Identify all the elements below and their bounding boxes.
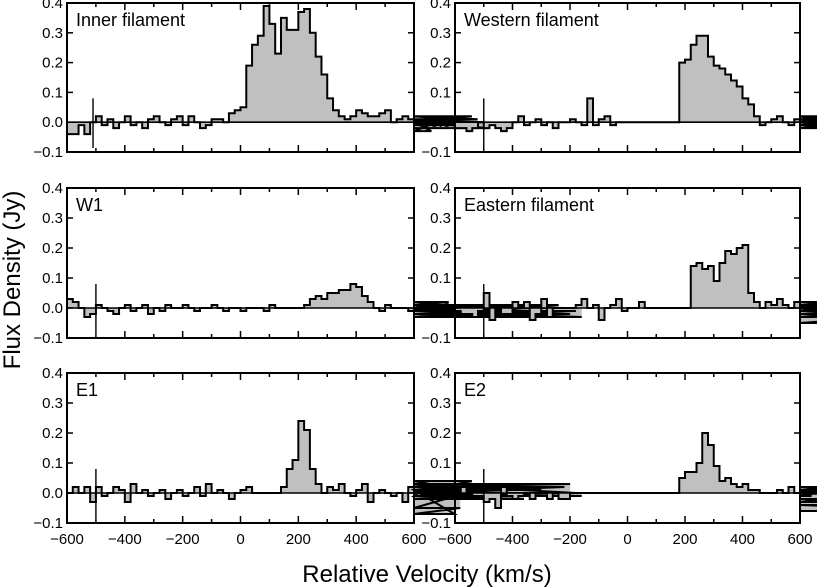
y-tick-label: 0.2 bbox=[42, 55, 63, 72]
y-tick-label: −0.1 bbox=[33, 515, 63, 532]
panel-title: Western filament bbox=[464, 10, 599, 30]
panel-title: E2 bbox=[464, 380, 486, 400]
y-tick-label: 0.4 bbox=[430, 365, 451, 382]
y-tick-label: 0.4 bbox=[430, 180, 451, 197]
histogram-fill bbox=[67, 421, 582, 514]
panel-frame bbox=[66, 372, 415, 524]
histogram-outline bbox=[455, 244, 817, 324]
y-tick-label: 0.0 bbox=[42, 114, 63, 131]
y-tick-label: 0.3 bbox=[430, 395, 451, 412]
y-tick-label: 0.4 bbox=[42, 0, 63, 12]
panel-title: Inner filament bbox=[76, 10, 185, 30]
y-tick-label: −0.1 bbox=[421, 515, 451, 532]
panel-w1: −0.1 0.0 0.1 0.2 0.3 0.4 W1 bbox=[33, 180, 582, 347]
y-tick-label: 0.4 bbox=[430, 0, 451, 12]
histogram-outline bbox=[67, 4, 490, 136]
y-tick-label: 0.1 bbox=[42, 270, 63, 287]
y-tick-label: 0.2 bbox=[430, 240, 451, 257]
x-tick-label: −400 bbox=[496, 531, 530, 548]
histogram-fill bbox=[455, 245, 817, 323]
x-tick-label: 600 bbox=[787, 531, 812, 548]
y-tick-label: 0.2 bbox=[430, 425, 451, 442]
x-axis-title: Relative Velocity (km/s) bbox=[302, 561, 551, 588]
histogram-outline bbox=[455, 432, 817, 512]
y-tick-label: −0.1 bbox=[33, 330, 63, 347]
y-tick-label: 0.3 bbox=[42, 395, 63, 412]
y-tick-label: 0.4 bbox=[42, 180, 63, 197]
x-tick-label: −600 bbox=[50, 531, 84, 548]
y-tick-label: −0.1 bbox=[421, 330, 451, 347]
histogram-fill bbox=[67, 5, 490, 135]
y-tick-label: 0.0 bbox=[42, 485, 63, 502]
panel-frame bbox=[66, 187, 415, 339]
y-tick-label: −0.1 bbox=[421, 144, 451, 161]
y-tick-label: 0.4 bbox=[42, 365, 63, 382]
x-tick-label: −400 bbox=[108, 531, 142, 548]
y-tick-label: 0.3 bbox=[430, 210, 451, 227]
y-tick-label: 0.3 bbox=[42, 25, 63, 42]
panel-frame bbox=[454, 372, 801, 524]
y-axis-title: Flux Density (Jy) bbox=[0, 191, 26, 370]
panel-title: Eastern filament bbox=[464, 195, 594, 215]
y-tick-label: 0.1 bbox=[430, 270, 451, 287]
panel-title: E1 bbox=[76, 380, 98, 400]
histogram-fill bbox=[455, 35, 817, 132]
y-tick-label: 0.3 bbox=[430, 25, 451, 42]
x-tick-label: −200 bbox=[166, 531, 200, 548]
y-tick-label: 0.2 bbox=[42, 240, 63, 257]
y-tick-label: 0.1 bbox=[430, 455, 451, 472]
x-tick-label: 0 bbox=[623, 531, 631, 548]
y-tick-label: 0.0 bbox=[42, 300, 63, 317]
x-tick-label: −600 bbox=[438, 531, 472, 548]
y-tick-label: 0.0 bbox=[430, 300, 451, 317]
panel-eastern: −0.1 0.0 0.1 0.2 0.3 0.4 Eastern filament bbox=[421, 180, 817, 347]
x-tick-label: 200 bbox=[672, 531, 697, 548]
histogram-outline bbox=[67, 420, 582, 515]
y-tick-label: 0.3 bbox=[42, 210, 63, 227]
y-tick-label: 0.1 bbox=[42, 455, 63, 472]
x-tick-label: 600 bbox=[401, 531, 426, 548]
panel-e1: −0.1 0.0 0.1 0.2 0.3 0.4 −600 −400 −200 0 200 400 60… bbox=[33, 365, 582, 548]
histogram-outline bbox=[455, 34, 817, 133]
y-tick-label: 0.0 bbox=[430, 485, 451, 502]
histogram-fill bbox=[455, 433, 817, 511]
panel-grid: −0.1 0.0 0.1 0.2 0.3 0.4 Inner filament −0.1 0.0… bbox=[33, 0, 817, 548]
y-tick-label: 0.2 bbox=[430, 55, 451, 72]
x-tick-label: 0 bbox=[236, 531, 244, 548]
x-tick-label: 400 bbox=[344, 531, 369, 548]
y-tick-label: 0.0 bbox=[430, 114, 451, 131]
y-tick-label: 0.1 bbox=[42, 84, 63, 101]
panel-title: W1 bbox=[76, 195, 103, 215]
panel-western: −0.1 0.0 0.1 0.2 0.3 0.4 Western filament bbox=[421, 0, 817, 161]
y-tick-label: 0.2 bbox=[42, 425, 63, 442]
x-tick-label: 400 bbox=[730, 531, 755, 548]
y-tick-label: −0.1 bbox=[33, 144, 63, 161]
panel-e2: −0.1 0.0 0.1 0.2 0.3 0.4 −600 −400 −200 0 200 400 60… bbox=[421, 365, 817, 548]
y-tick-label: 0.1 bbox=[430, 84, 451, 101]
x-tick-label: 200 bbox=[286, 531, 311, 548]
panel-inner: −0.1 0.0 0.1 0.2 0.3 0.4 Inner filament bbox=[33, 0, 490, 161]
x-tick-label: −200 bbox=[553, 531, 587, 548]
